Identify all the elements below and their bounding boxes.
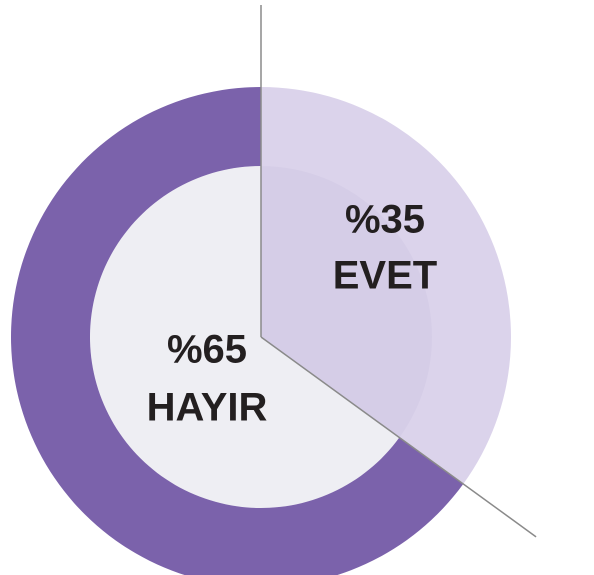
value-label: %65 — [167, 328, 247, 372]
category-label: EVET — [333, 254, 437, 298]
pie-slice — [10, 87, 464, 575]
pie-slice — [261, 87, 512, 484]
category-label: HAYIR — [147, 386, 268, 430]
leader-line — [260, 336, 537, 538]
value-label: %35 — [345, 198, 425, 242]
pie-marks — [10, 5, 537, 575]
pie-labels: %35 EVET %65 HAYIR — [147, 198, 438, 430]
